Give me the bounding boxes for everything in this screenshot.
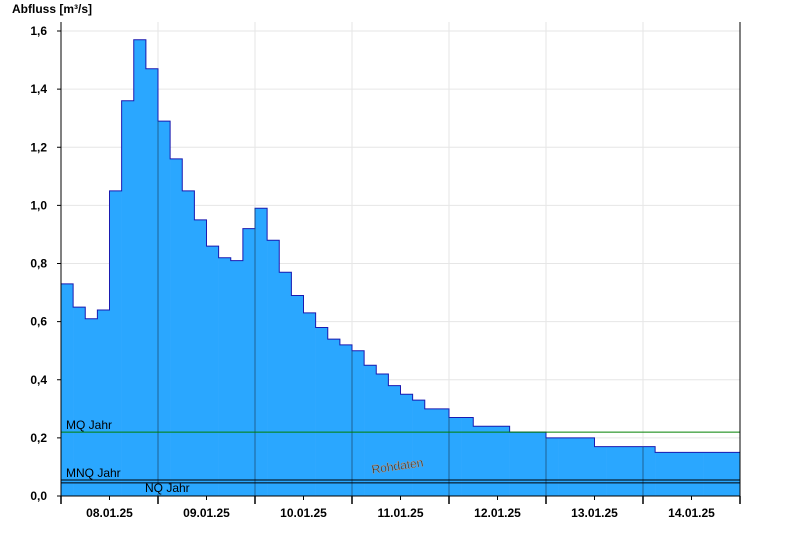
area-step [655, 452, 668, 496]
area-step [170, 158, 183, 496]
x-tick-label: 08.01.25 [86, 506, 133, 520]
area-step [436, 408, 450, 496]
area-step [461, 417, 474, 496]
y-tick-label: 0,8 [30, 257, 47, 271]
area-step [194, 219, 207, 496]
area-step [497, 426, 510, 496]
area-step [279, 272, 292, 496]
area-step [485, 426, 498, 496]
area-step [509, 432, 523, 496]
area-step [158, 121, 171, 496]
area-step [267, 240, 280, 496]
area-step [546, 437, 559, 496]
area-step [630, 446, 644, 496]
area-step [206, 246, 219, 496]
area-step [327, 339, 341, 496]
area-step [230, 260, 244, 496]
y-tick-label: 1,2 [30, 140, 47, 154]
area-step [582, 437, 595, 496]
area-step [558, 437, 571, 496]
area-step [133, 39, 147, 496]
area-step [412, 400, 426, 496]
x-tick-label: 10.01.25 [280, 506, 327, 520]
area-step [570, 437, 583, 496]
y-tick-label: 1,0 [30, 198, 47, 212]
reference-label: MQ Jahr [66, 418, 112, 432]
y-tick-label: 0,4 [30, 373, 47, 387]
area-step [533, 432, 547, 496]
step-outline [61, 39, 740, 453]
area-step [388, 385, 401, 496]
x-tick-label: 14.01.25 [668, 506, 715, 520]
y-axis-label: Abfluss [m³/s] [12, 2, 92, 16]
y-tick-label: 0,6 [30, 315, 47, 329]
area-step [679, 452, 692, 496]
area-step [715, 452, 729, 496]
area-step [303, 312, 316, 496]
area-step [424, 408, 438, 496]
label-bg [143, 483, 197, 494]
x-tick-label: 11.01.25 [377, 506, 423, 520]
area-step [97, 310, 110, 496]
area-step [85, 318, 98, 496]
area-step [691, 452, 704, 496]
area-step [109, 190, 122, 496]
area-step [145, 68, 159, 496]
area-step [594, 446, 607, 496]
area-step [449, 417, 462, 496]
area-step [61, 283, 74, 496]
y-tick-label: 0,0 [30, 489, 47, 503]
area-step [242, 228, 256, 496]
area-step [618, 446, 632, 496]
area-step [182, 190, 195, 496]
y-tick-label: 0,2 [30, 431, 47, 445]
area-step [73, 307, 86, 496]
area-step [218, 257, 232, 496]
area-step [727, 452, 741, 496]
area-step [291, 295, 304, 496]
area-step [315, 327, 329, 496]
area-step [364, 365, 377, 496]
area-step [703, 452, 717, 496]
x-tick-label: 09.01.25 [183, 506, 230, 520]
reference-label: NQ Jahr [145, 481, 190, 495]
y-tick-label: 1,6 [30, 24, 47, 38]
area-step [667, 452, 680, 496]
x-tick-label: 13.01.25 [571, 506, 618, 520]
area-step [376, 373, 389, 496]
area-step [606, 446, 620, 496]
area-step [352, 350, 365, 496]
reference-label: MNQ Jahr [66, 466, 121, 480]
area-step [473, 426, 486, 496]
area-step [400, 394, 413, 496]
x-tick-label: 12.01.25 [474, 506, 521, 520]
area-step [121, 100, 135, 496]
area-step [255, 208, 268, 496]
area-step [339, 344, 353, 496]
area-step [521, 432, 535, 496]
area-step [643, 446, 656, 496]
y-tick-label: 1,4 [30, 82, 47, 96]
